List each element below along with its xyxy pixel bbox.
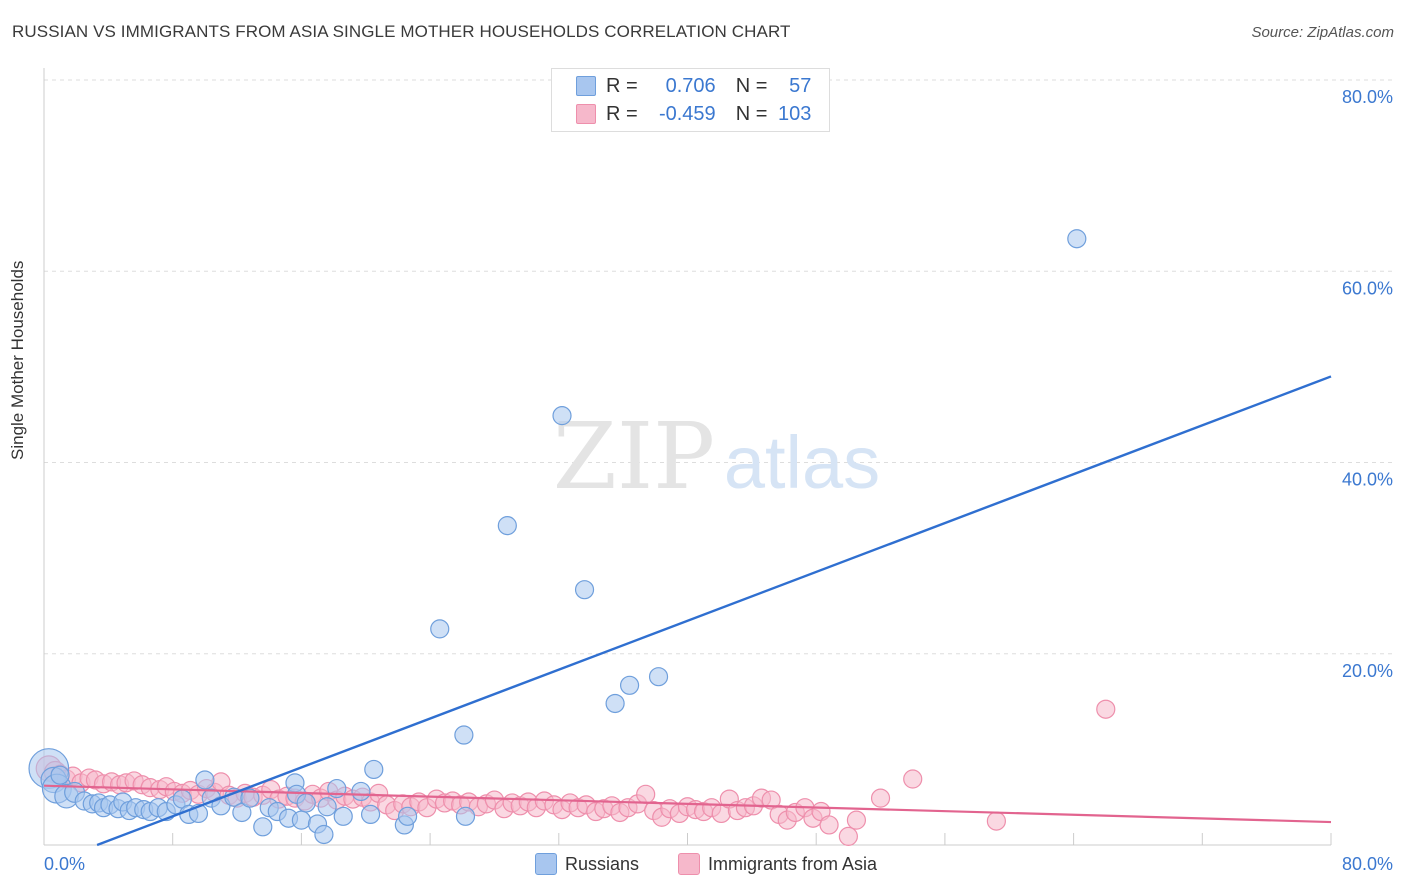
- y-tick-label: 80.0%: [1342, 87, 1393, 107]
- data-point: [986, 811, 1006, 831]
- data-point: [397, 806, 418, 826]
- r-label: R =: [606, 102, 638, 125]
- y-tick-label: 40.0%: [1342, 470, 1393, 490]
- chart-title: RUSSIAN VS IMMIGRANTS FROM ASIA SINGLE M…: [12, 22, 791, 41]
- r-label: R =: [606, 74, 638, 97]
- r-value: -0.459: [658, 102, 716, 125]
- correlation-legend: R = 0.706 N = 57 R = -0.459 N = 103: [551, 68, 830, 132]
- y-tick-label: 20.0%: [1342, 661, 1393, 681]
- watermark-zip: ZIP: [553, 403, 715, 510]
- data-point: [314, 824, 334, 845]
- data-point: [364, 759, 384, 780]
- trend-line-russians: [96, 375, 1332, 847]
- n-label: N =: [735, 74, 768, 97]
- n-label: N =: [735, 102, 768, 125]
- data-point: [1096, 699, 1116, 719]
- gridlines: [44, 79, 1392, 655]
- data-point: [195, 770, 215, 790]
- n-value: 103: [778, 102, 812, 125]
- x-tick-label: 0.0%: [44, 854, 85, 874]
- legend-label-russians: Russians: [565, 853, 640, 874]
- data-point: [454, 725, 474, 745]
- asia-swatch: [576, 104, 596, 124]
- x-tick-label: 80.0%: [1342, 854, 1393, 874]
- data-point: [1067, 229, 1087, 249]
- data-point: [636, 784, 656, 804]
- data-point: [497, 516, 517, 536]
- legend-row-asia: R = -0.459 N = 103: [552, 101, 811, 127]
- data-point: [619, 675, 640, 695]
- data-point: [574, 580, 595, 600]
- legend-row-russians: R = 0.706 N = 57: [552, 73, 811, 99]
- data-point: [253, 817, 273, 837]
- data-point: [50, 765, 70, 785]
- axes: [43, 68, 1332, 846]
- trend-line-asia: [43, 784, 1332, 824]
- data-point: [333, 806, 353, 826]
- data-point: [819, 815, 839, 835]
- data-point: [552, 406, 572, 426]
- data-point: [430, 619, 450, 639]
- data-point: [351, 781, 371, 802]
- data-point: [232, 802, 252, 823]
- asia-points: [35, 699, 1116, 846]
- legend-item-russians: Russians: [535, 852, 639, 876]
- data-point: [360, 804, 381, 825]
- data-point: [870, 788, 891, 808]
- y-tick-label: 60.0%: [1342, 278, 1393, 298]
- data-point: [317, 797, 337, 817]
- trend-lines: [43, 375, 1332, 847]
- data-point: [291, 810, 311, 830]
- watermark: ZIP atlas: [553, 403, 880, 510]
- data-point: [846, 810, 867, 830]
- data-point: [455, 806, 476, 826]
- russians-swatch: [576, 76, 596, 96]
- data-point: [648, 667, 669, 687]
- n-value: 57: [789, 74, 812, 97]
- watermark-atlas: atlas: [724, 421, 880, 504]
- data-point: [903, 769, 923, 789]
- data-point: [605, 693, 625, 714]
- asia-swatch: [678, 853, 700, 875]
- data-point: [761, 790, 781, 810]
- data-point: [838, 826, 858, 846]
- data-point: [296, 793, 316, 813]
- russian-points: [28, 229, 1087, 845]
- source-label: Source: ZipAtlas.com: [1251, 24, 1394, 41]
- legend-item-asia: Immigrants from Asia: [678, 852, 877, 876]
- tick-labels: 20.0% 40.0% 60.0% 80.0% 0.0% 80.0%: [44, 87, 1393, 874]
- r-value: 0.706: [665, 74, 716, 97]
- data-point: [240, 788, 260, 808]
- legend-label-asia: Immigrants from Asia: [708, 853, 878, 874]
- russians-swatch: [535, 853, 557, 875]
